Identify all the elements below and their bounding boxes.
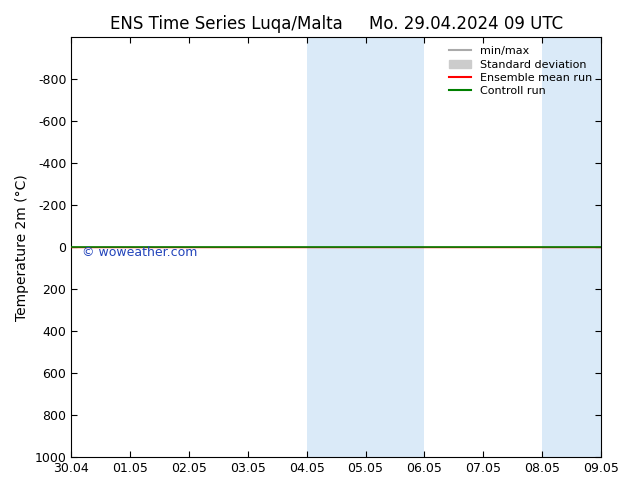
Bar (307, 37, 366, 457)
Text: © woweather.com: © woweather.com (82, 246, 197, 259)
Y-axis label: Temperature 2m (°C): Temperature 2m (°C) (15, 174, 29, 320)
Bar (366, 37, 425, 457)
Bar (542, 37, 572, 457)
Bar (572, 37, 601, 457)
Legend: min/max, Standard deviation, Ensemble mean run, Controll run: min/max, Standard deviation, Ensemble me… (446, 43, 595, 99)
Title: ENS Time Series Luqa/Malta     Mo. 29.04.2024 09 UTC: ENS Time Series Luqa/Malta Mo. 29.04.202… (110, 15, 563, 33)
